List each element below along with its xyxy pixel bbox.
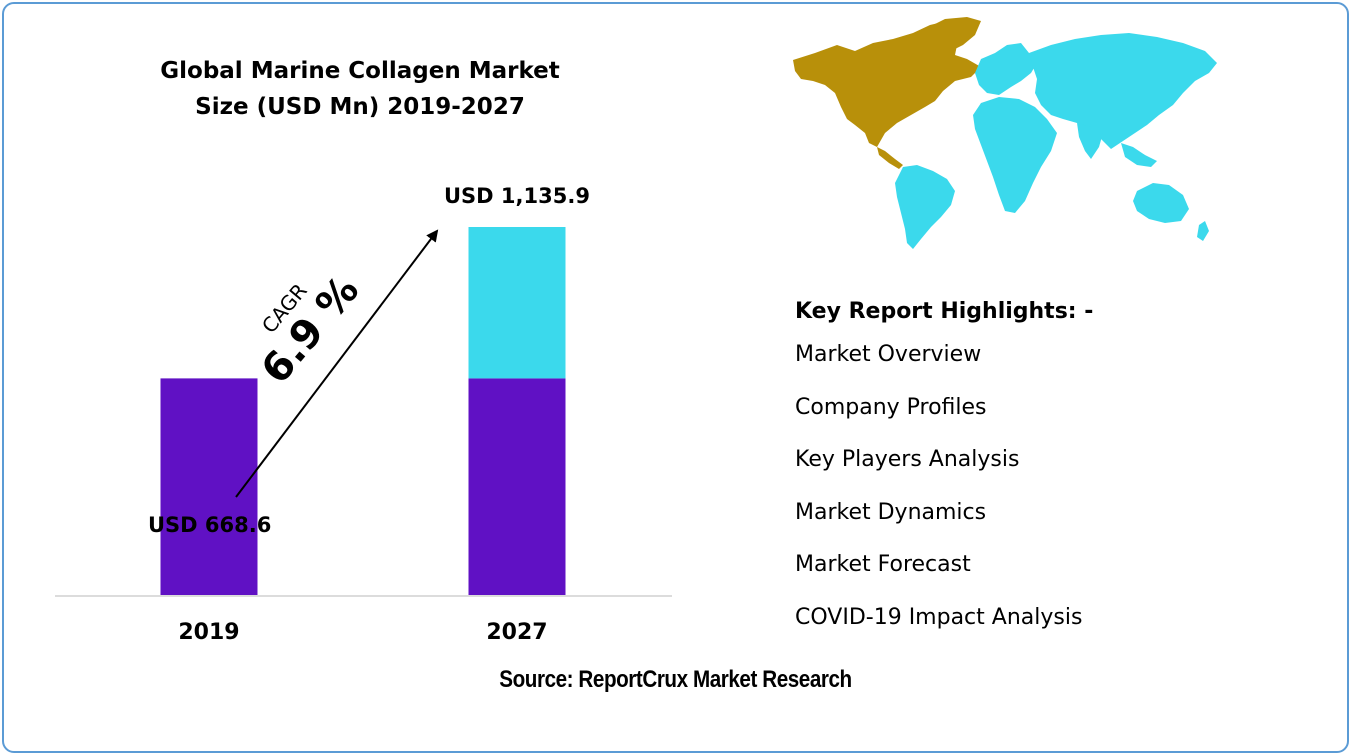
bar-value-label-2019: USD 668.6 <box>148 513 272 537</box>
trend-arrow-icon <box>235 229 439 498</box>
bar-2027-segment-1 <box>468 227 566 379</box>
bar-2027-segment-0 <box>468 378 566 595</box>
highlight-item: COVID-19 Impact Analysis <box>795 604 1083 630</box>
map-europe <box>975 43 1037 95</box>
source-note: Source: ReportCrux Market Research <box>499 666 852 693</box>
map-africa <box>973 97 1057 213</box>
chart-title-line-1: Global Marine Collagen Market <box>160 58 560 84</box>
map-southeast-asia <box>1121 143 1157 167</box>
map-india <box>1077 123 1103 159</box>
highlight-item: Company Profiles <box>795 394 987 420</box>
map-central-america <box>877 147 903 169</box>
bars-layer <box>160 227 566 595</box>
bar-2019-segment-0 <box>160 378 258 595</box>
map-asia <box>1029 33 1217 149</box>
highlight-item: Market Forecast <box>795 552 971 578</box>
highlight-item: Key Players Analysis <box>795 447 1020 473</box>
chart-title-line-2: Size (USD Mn) 2019-2027 <box>195 94 525 120</box>
map-new-zealand <box>1197 221 1209 241</box>
x-tick-label-2019: 2019 <box>178 620 240 645</box>
x-tick-label-2027: 2027 <box>486 620 548 645</box>
key-highlights-panel: Key Report Highlights: - Market Overview… <box>795 296 1093 656</box>
world-map-icon <box>793 17 1217 249</box>
map-greenland <box>925 17 981 51</box>
highlight-item: Market Overview <box>795 342 982 367</box>
map-australia <box>1133 183 1189 223</box>
map-north-america <box>793 19 981 147</box>
bar-value-label-2027: USD 1,135.9 <box>444 184 590 208</box>
highlights-title: Key Report Highlights: - <box>795 299 1094 324</box>
map-south-america <box>895 165 955 249</box>
highlight-item: Market Dynamics <box>795 499 987 525</box>
